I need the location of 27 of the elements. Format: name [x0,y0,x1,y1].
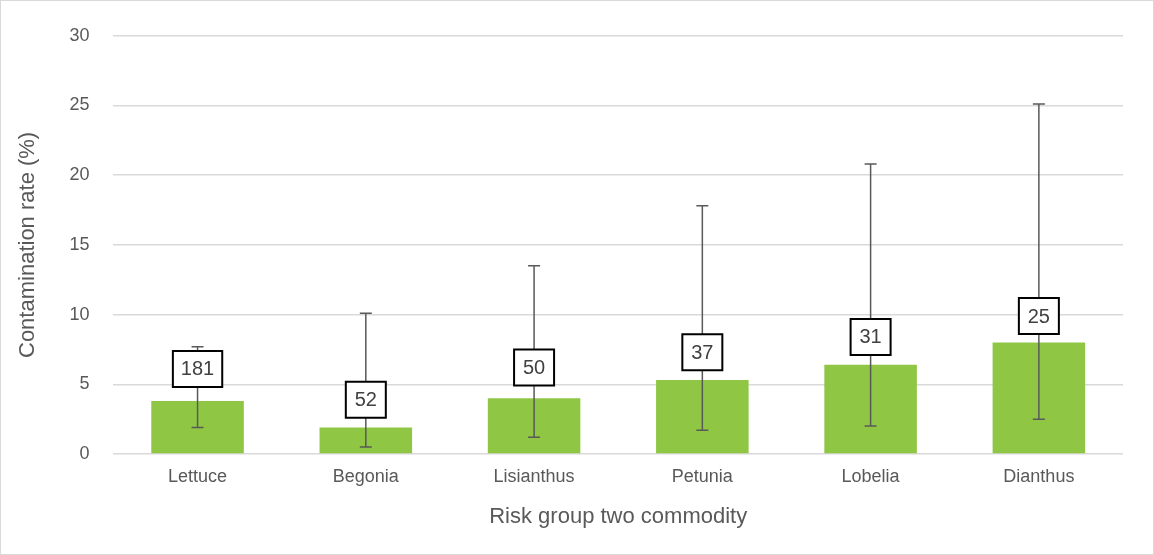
bar [992,342,1086,454]
x-tick-label: Lettuce [168,465,228,486]
annotation: 31 [859,325,882,348]
x-tick-label: Lisianthus [493,465,575,486]
bar [824,364,917,454]
x-tick-label: Petunia [671,465,734,486]
x-axis-title: Risk group two commodity [489,502,748,528]
bar [319,427,413,454]
x-tick-label: Begonia [332,465,400,486]
y-tick-label: 25 [69,94,90,115]
annotation: 25 [1027,304,1050,327]
y-tick-label: 5 [79,373,90,394]
y-tick-label: 0 [79,442,90,463]
annotation: 181 [180,357,215,380]
y-tick-label: 10 [69,303,90,324]
y-tick-label: 20 [69,164,90,185]
y-axis-title: Contamination rate (%) [14,131,40,359]
annotation: 50 [522,356,546,379]
annotation: 52 [354,388,377,411]
bar [151,401,244,454]
annotation: 37 [691,340,714,363]
y-tick-label: 30 [69,24,90,45]
bar [487,398,581,454]
x-tick-label: Dianthus [1003,465,1075,486]
bar [656,380,749,454]
x-tick-label: Lobelia [841,465,901,486]
y-tick-label: 15 [69,233,90,254]
